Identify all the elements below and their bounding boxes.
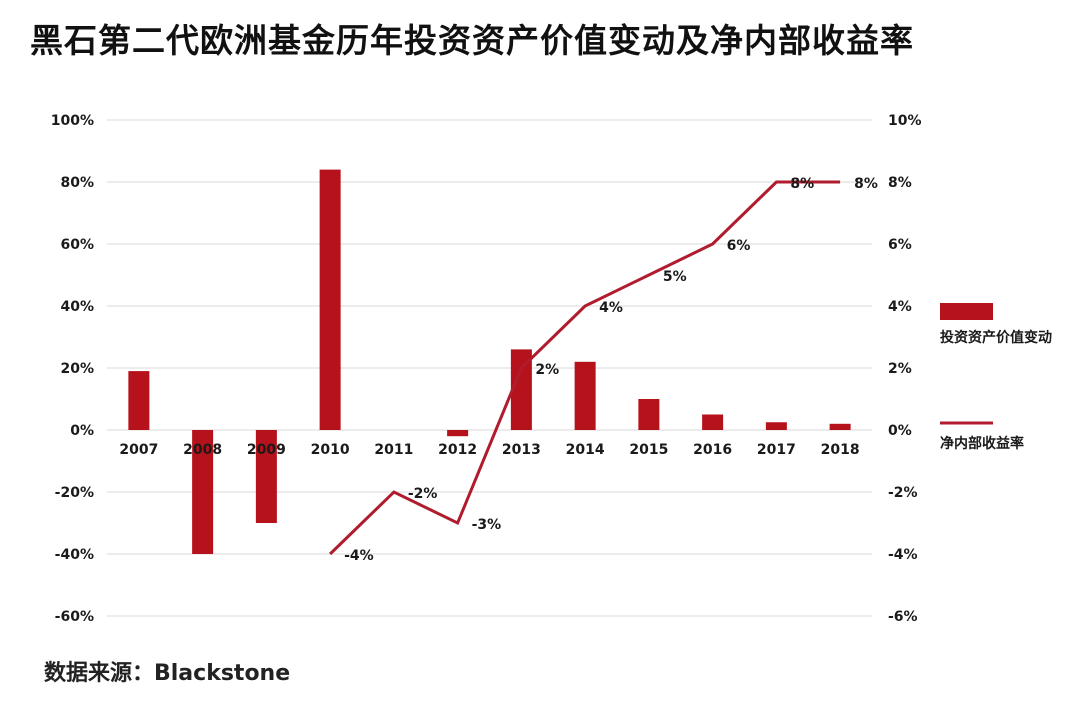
right-tick-label: -4%	[888, 547, 918, 563]
right-tick-label: 4%	[888, 299, 912, 315]
category-label: 2009	[247, 442, 286, 458]
left-tick-label: -20%	[55, 485, 94, 501]
legend-bar-label: 投资资产价值变动	[940, 329, 1052, 346]
gridlines	[107, 119, 872, 617]
left-tick-label: 60%	[60, 237, 94, 253]
irr-line-series	[329, 180, 841, 556]
line-data-label: 8%	[790, 176, 814, 192]
category-label: 2008	[183, 442, 222, 458]
bar	[319, 169, 341, 430]
bar	[255, 430, 277, 523]
category-label: 2011	[374, 442, 413, 458]
category-label: 2007	[119, 442, 158, 458]
bar	[829, 423, 851, 430]
line-data-label: -4%	[344, 548, 374, 564]
bar	[128, 371, 150, 430]
line-data-label: -3%	[472, 517, 502, 533]
bar	[574, 361, 596, 430]
right-tick-label: 6%	[888, 237, 912, 253]
line-data-label: 5%	[663, 269, 687, 285]
bar	[192, 430, 214, 554]
line-data-label: -2%	[408, 486, 438, 502]
category-label: 2013	[502, 442, 541, 458]
right-tick-label: -2%	[888, 485, 918, 501]
right-tick-label: -6%	[888, 609, 918, 625]
category-label: 2015	[629, 442, 668, 458]
category-label: 2016	[693, 442, 732, 458]
category-label: 2018	[821, 442, 860, 458]
left-tick-label: 100%	[51, 113, 94, 129]
bar	[510, 349, 532, 430]
left-tick-label: -60%	[55, 609, 94, 625]
left-tick-label: 20%	[60, 361, 94, 377]
bar	[702, 414, 724, 430]
bar	[447, 430, 469, 437]
category-label: 2012	[438, 442, 477, 458]
left-tick-label: 0%	[70, 423, 94, 439]
left-tick-label: 40%	[60, 299, 94, 315]
line-data-label: 8%	[854, 176, 878, 192]
line-data-label: 4%	[599, 300, 623, 316]
left-axis-ticks: 100% 80% 60% 40% 20% 0% -20% -40% -60%	[51, 113, 94, 625]
category-label: 2017	[757, 442, 796, 458]
line-data-label: 2%	[535, 362, 559, 378]
category-label: 2010	[311, 442, 350, 458]
right-tick-label: 0%	[888, 423, 912, 439]
bar	[765, 422, 787, 430]
left-tick-label: -40%	[55, 547, 94, 563]
bar	[638, 399, 660, 430]
x-axis-categories: 2007 2008 2009 2010 2011 2012 2013 2014 2015 2016…	[119, 442, 859, 458]
category-label: 2014	[566, 442, 605, 458]
legend-line-label: 净内部收益率	[940, 435, 1024, 452]
bar-series	[128, 169, 851, 554]
chart-title: 黑石第二代欧洲基金历年投资资产价值变动及净内部收益率	[30, 21, 914, 60]
right-axis-ticks: 10% 8% 6% 4% 2% 0% -2% -4% -6%	[888, 113, 922, 625]
right-tick-label: 8%	[888, 175, 912, 191]
line-data-label: 6%	[727, 238, 751, 254]
legend-bar-swatch	[940, 303, 993, 320]
source-note: 数据来源：Blackstone	[44, 661, 291, 686]
irr-data-labels: -4% -2% -3% 2% 4% 5% 6% 8% 8%	[344, 176, 878, 564]
left-tick-label: 80%	[60, 175, 94, 191]
right-tick-label: 10%	[888, 113, 922, 129]
right-tick-label: 2%	[888, 361, 912, 377]
